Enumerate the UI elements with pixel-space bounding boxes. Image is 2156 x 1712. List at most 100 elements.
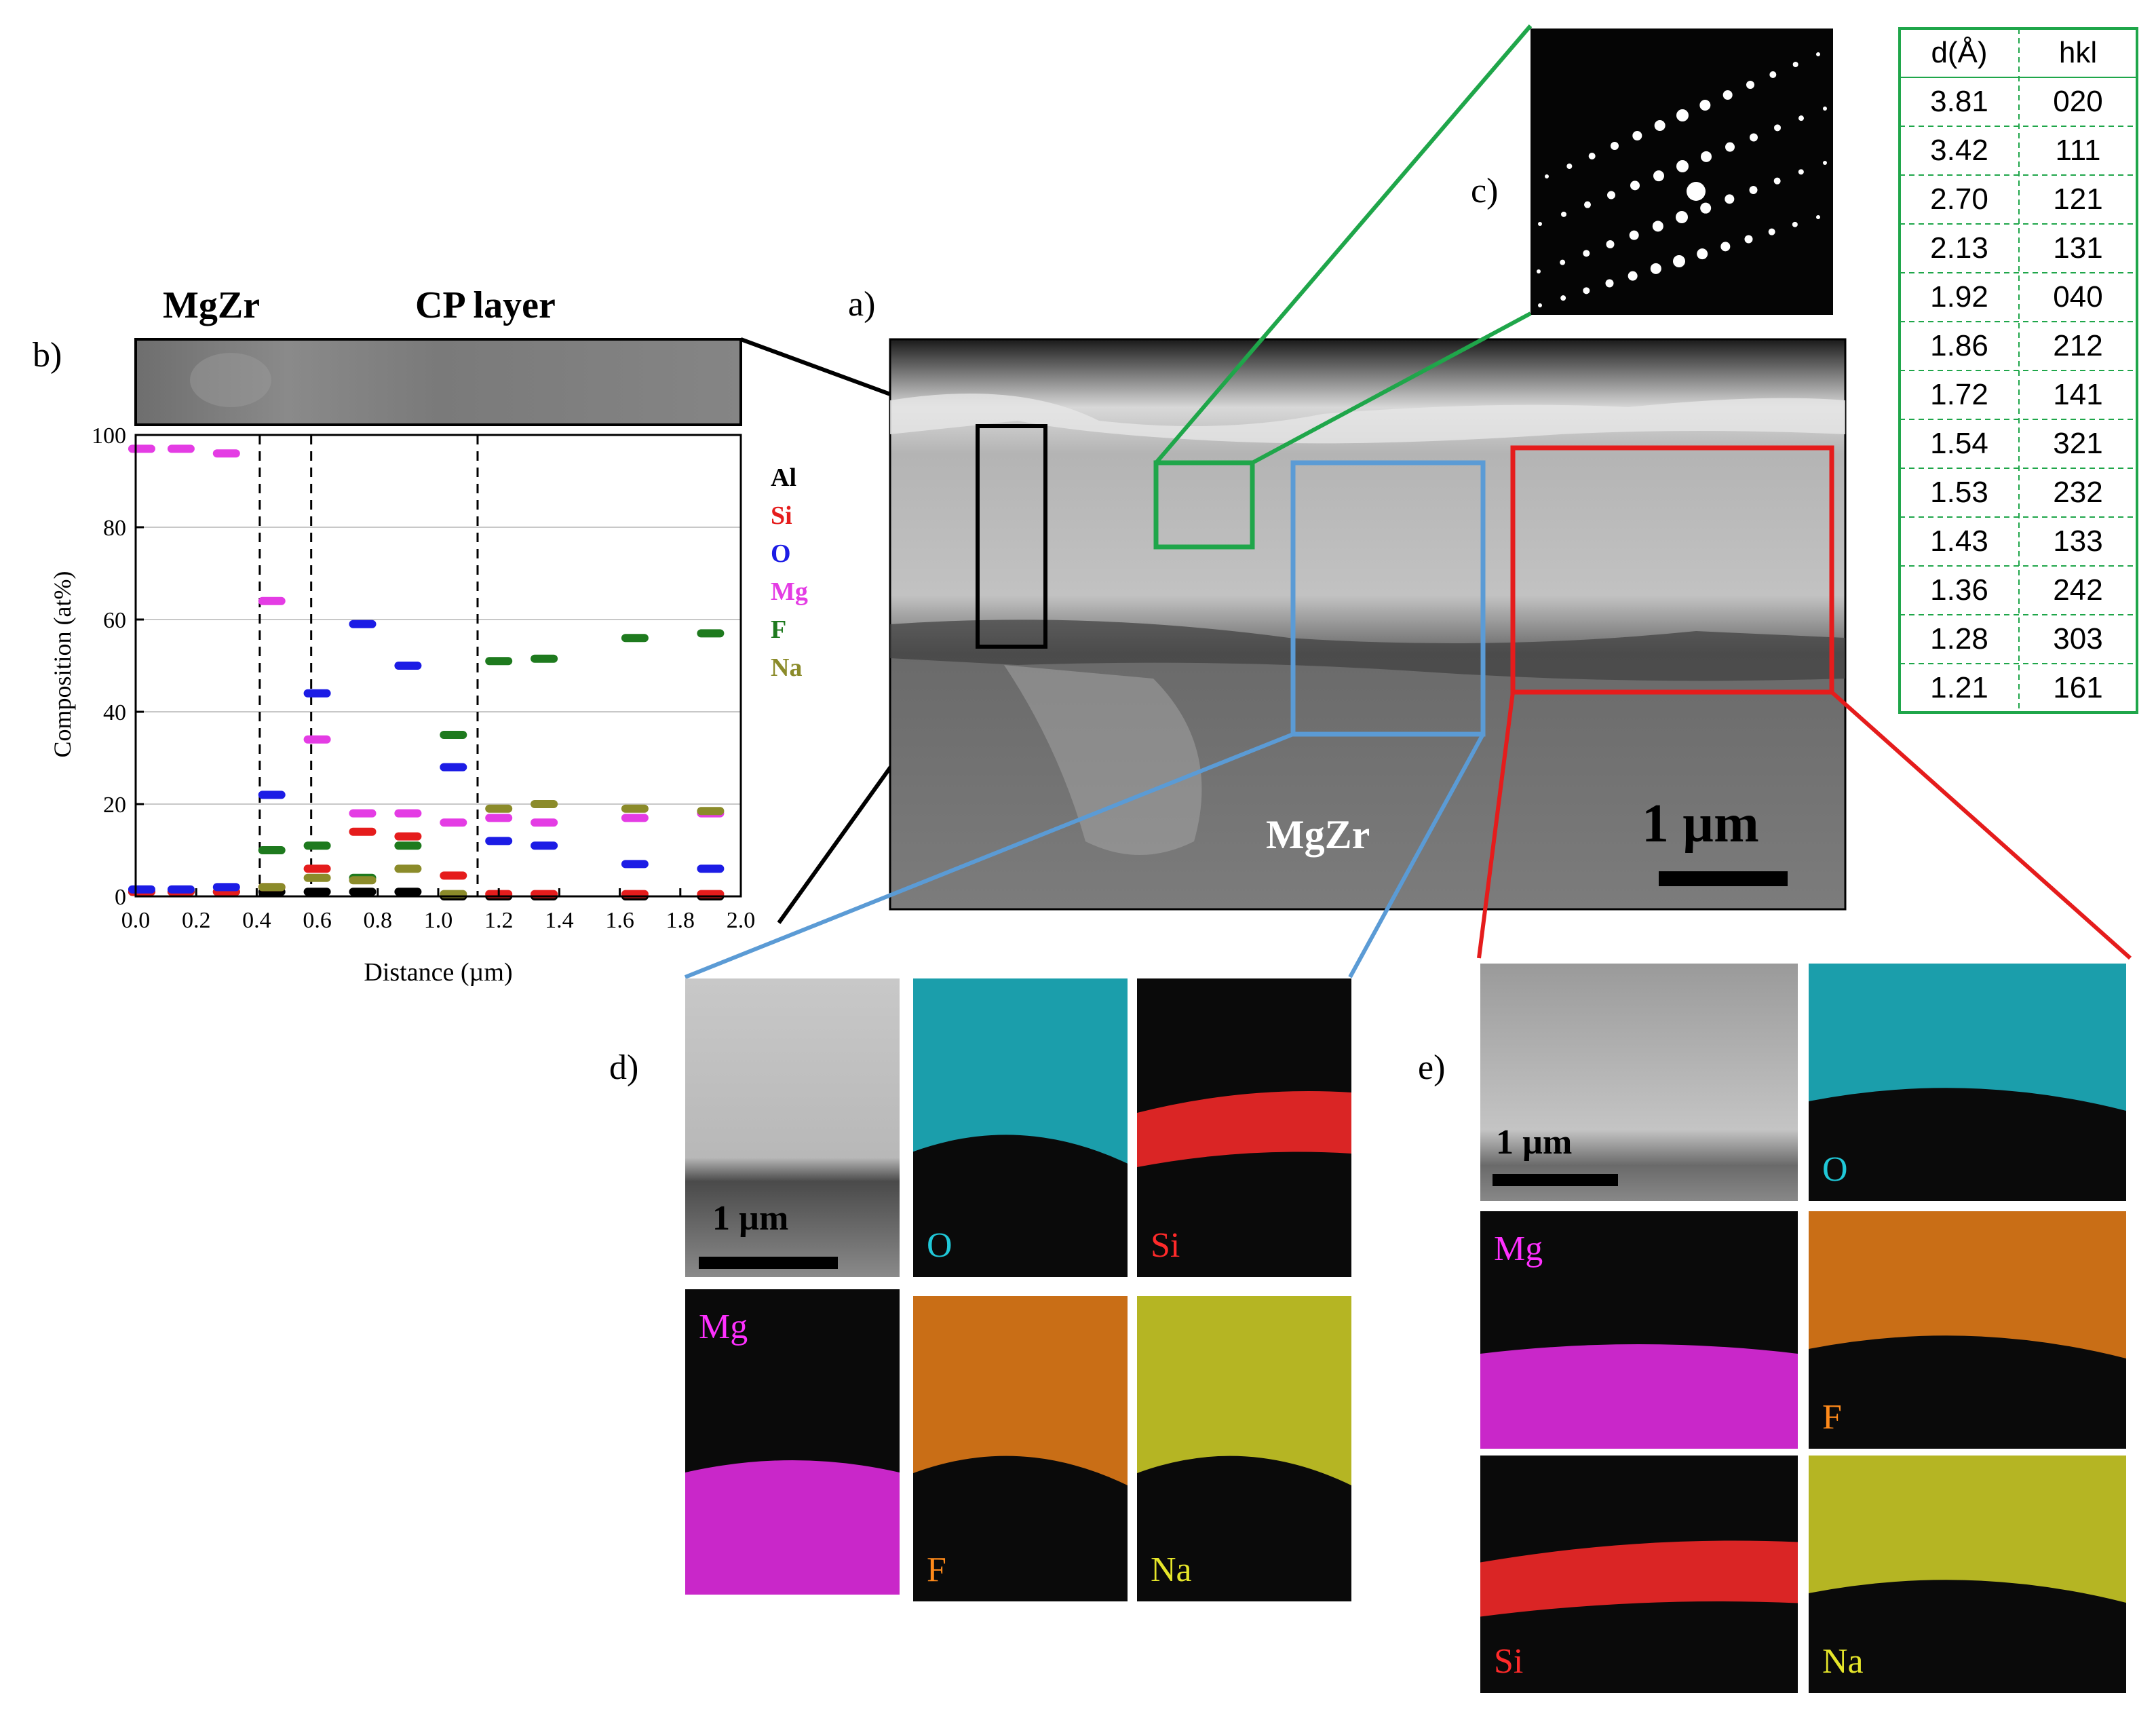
- x-tick-label: 1.8: [666, 908, 695, 933]
- diffraction-spot: [1538, 222, 1542, 226]
- diffraction-spots: [1537, 52, 1827, 307]
- diffraction-center-spot: [1687, 182, 1706, 201]
- map-e-box: [1510, 445, 1834, 695]
- panel-d-label: d): [609, 1048, 638, 1087]
- table-cell-d: 1.28: [1930, 622, 1988, 655]
- table-cell-hkl: 242: [2053, 573, 2102, 607]
- region-label-mgzr: MgZr: [1266, 812, 1370, 857]
- eds-signal-na: [1809, 1456, 2126, 1603]
- diffraction-spot: [1583, 250, 1590, 257]
- diffraction-spot: [1628, 271, 1638, 281]
- data-point-o: [349, 620, 377, 628]
- x-tick-label: 1.2: [484, 908, 514, 933]
- connector-green-top: [1154, 24, 1533, 464]
- diffraction-spot: [1774, 124, 1781, 132]
- table-cell-hkl: 121: [2053, 183, 2102, 216]
- diffraction-spot: [1768, 228, 1775, 235]
- eds-map-label-f: F: [1822, 1398, 1842, 1437]
- y-tick-label: 40: [103, 700, 126, 725]
- panel-a-label: a): [848, 285, 875, 324]
- data-point-f: [440, 731, 467, 739]
- data-point-o: [697, 864, 725, 873]
- diffraction-spot: [1606, 240, 1615, 248]
- diffraction-spot: [1816, 52, 1820, 56]
- y-tick-label: 60: [103, 608, 126, 633]
- eds-map-label-o: O: [927, 1226, 952, 1265]
- legend-entry-al: Al: [771, 463, 796, 492]
- table-cell-hkl: 020: [2053, 85, 2102, 118]
- table-cell-d: 1.36: [1930, 573, 1988, 607]
- data-point-mg: [349, 809, 377, 818]
- table-header-d: d(Å): [1931, 36, 1987, 69]
- data-point-mg: [212, 449, 240, 458]
- data-point-na: [485, 804, 513, 813]
- strip-texture: [190, 353, 271, 407]
- diffraction-spot: [1566, 164, 1573, 169]
- data-point-o: [303, 689, 331, 698]
- scalebar-d: [699, 1257, 838, 1269]
- diffraction-spot: [1560, 295, 1566, 301]
- eds-map-label-mg: Mg: [1494, 1230, 1543, 1268]
- data-point-mg: [303, 735, 331, 744]
- panel-c: c) d(Å) hkl 3.81 020 3.42 111 2.70 121 2.13 131 1.…: [1154, 24, 2138, 714]
- diffraction-spot: [1676, 109, 1689, 121]
- diffraction-spot: [1584, 201, 1591, 208]
- diffraction-spot: [1798, 115, 1804, 121]
- x-tick-label: 2.0: [727, 908, 756, 933]
- data-point-na: [258, 883, 286, 892]
- chart-frame: [134, 434, 742, 898]
- eds-map-label-f: F: [927, 1551, 946, 1589]
- diffraction-spot: [1750, 133, 1758, 142]
- panel-d: d) 1 µm O Si Mg F Na: [609, 978, 1351, 1601]
- diffraction-spot: [1700, 202, 1712, 214]
- table-header-hkl: hkl: [2059, 36, 2097, 69]
- data-point-o: [212, 883, 240, 892]
- line-profile-box: [976, 424, 1047, 649]
- diffraction-spot: [1588, 153, 1596, 159]
- panel-e: e) 1 µm O Mg F Si Na: [1418, 964, 2126, 1693]
- table-cell-hkl: 131: [2053, 231, 2102, 265]
- diffraction-spot: [1632, 131, 1642, 140]
- strip-label-cp-layer: CP layer: [415, 284, 556, 326]
- diffraction-spot: [1823, 161, 1827, 165]
- x-tick-label: 1.6: [605, 908, 634, 933]
- diffraction-spot: [1720, 242, 1731, 252]
- diffraction-spot: [1676, 160, 1689, 172]
- table-cell-d: 1.53: [1930, 476, 1988, 509]
- data-point-al: [394, 888, 422, 896]
- data-point-mg: [394, 809, 422, 818]
- data-point-mg: [440, 818, 467, 827]
- table-cell-hkl: 040: [2053, 280, 2102, 313]
- table-cell-d: 3.81: [1930, 85, 1988, 118]
- panel-b: b) MgZr CP layer Composition (at%) Dista…: [33, 284, 808, 987]
- eds-signal-f: [1809, 1211, 2126, 1358]
- legend-entry-na: Na: [771, 653, 802, 682]
- diffraction-spot: [1561, 211, 1566, 217]
- data-point-mg: [258, 596, 286, 605]
- panel-c-label: c): [1471, 172, 1498, 210]
- table-cell-d: 3.42: [1930, 134, 1988, 167]
- connector-green-bottom: [1251, 311, 1532, 465]
- diffraction-spot: [1654, 120, 1666, 131]
- table-cell-hkl: 133: [2053, 525, 2102, 558]
- diffraction-spot: [1749, 186, 1758, 194]
- diffraction-spot: [1769, 71, 1777, 78]
- diffraction-spot: [1560, 259, 1566, 265]
- diffraction-spot: [1605, 279, 1614, 288]
- diffraction-spot: [1650, 263, 1661, 274]
- strip-label-mgzr: MgZr: [163, 284, 260, 326]
- data-point-si: [440, 871, 467, 880]
- connector-red-right: [1830, 690, 2132, 960]
- x-tick-label: 1.0: [424, 908, 453, 933]
- diffraction-box: [1153, 460, 1255, 550]
- data-point-f: [531, 654, 558, 663]
- chart-xlabel: Distance (µm): [364, 958, 512, 987]
- panel-e-label: e): [1418, 1048, 1445, 1087]
- x-tick-label: 1.4: [545, 908, 574, 933]
- diffraction-spot: [1607, 191, 1615, 199]
- diffraction-spot: [1652, 221, 1663, 232]
- scalebar-label-a: 1 µm: [1642, 794, 1759, 854]
- chart-legend: Al Si O Mg F Na: [771, 463, 808, 682]
- diffraction-spot: [1583, 287, 1590, 294]
- data-point-na: [394, 864, 422, 873]
